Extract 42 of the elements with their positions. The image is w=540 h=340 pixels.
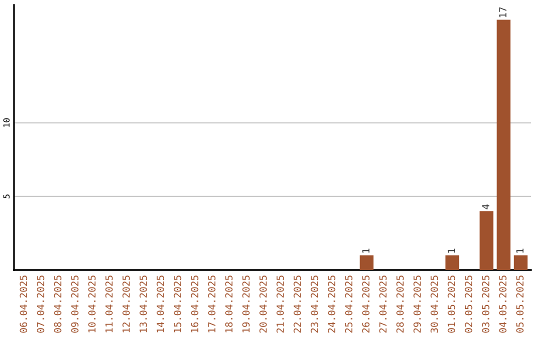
bar xyxy=(496,20,510,270)
x-tick-label: 29.04.2025 xyxy=(414,276,421,333)
x-tick-label: 15.04.2025 xyxy=(174,276,182,332)
data-label: 17 xyxy=(499,7,506,18)
x-tick-label: 21.04.2025 xyxy=(276,276,284,333)
x-tick-label: 10.04.2025 xyxy=(88,276,96,332)
bar xyxy=(360,255,374,270)
x-tick-label: 28.04.2025 xyxy=(396,276,404,333)
x-tick-label: 04.05.2025 xyxy=(499,276,506,333)
x-tick-label: 27.04.2025 xyxy=(379,276,387,333)
x-tick-label: 14.04.2025 xyxy=(156,276,164,332)
x-tick-label: 01.05.2025 xyxy=(448,276,456,333)
x-tick-label: 18.04.2025 xyxy=(225,276,233,332)
bar xyxy=(514,255,528,270)
x-tick-label: 07.04.2025 xyxy=(36,276,44,333)
y-tick-label: 10 xyxy=(3,118,10,127)
x-tick-label: 16.04.2025 xyxy=(190,276,198,332)
x-tick-label: 13.04.2025 xyxy=(140,276,147,332)
x-tick-label: 06.04.2025 xyxy=(20,276,28,333)
x-tick-label: 17.04.2025 xyxy=(208,276,216,332)
bar xyxy=(480,211,494,270)
x-tick-label: 20.04.2025 xyxy=(259,276,267,333)
data-label: 4 xyxy=(482,204,490,210)
x-tick-label: 23.04.2025 xyxy=(310,276,318,333)
x-tick-label: 26.04.2025 xyxy=(362,276,370,333)
x-tick-label: 05.05.2025 xyxy=(516,276,524,333)
x-tick-label: 25.04.2025 xyxy=(345,276,352,333)
x-tick-label: 12.04.2025 xyxy=(122,276,130,332)
x-tick-label: 30.04.2025 xyxy=(430,276,438,333)
data-label: 1 xyxy=(516,248,524,253)
bar xyxy=(445,255,460,270)
y-tick-label: 5 xyxy=(3,194,10,198)
x-tick-label: 03.05.2025 xyxy=(482,276,490,333)
x-tick-label: 19.04.2025 xyxy=(242,276,250,332)
x-tick-label: 11.04.2025 xyxy=(105,276,113,332)
data-label: 1 xyxy=(448,248,455,253)
x-tick-label: 09.04.2025 xyxy=(71,276,78,333)
x-tick-label: 24.04.2025 xyxy=(328,276,336,333)
x-tick-label: 08.04.2025 xyxy=(54,276,62,333)
x-tick-label: 02.05.2025 xyxy=(464,276,472,333)
x-tick-label: 22.04.2025 xyxy=(294,276,302,333)
data-label: 1 xyxy=(362,248,370,253)
